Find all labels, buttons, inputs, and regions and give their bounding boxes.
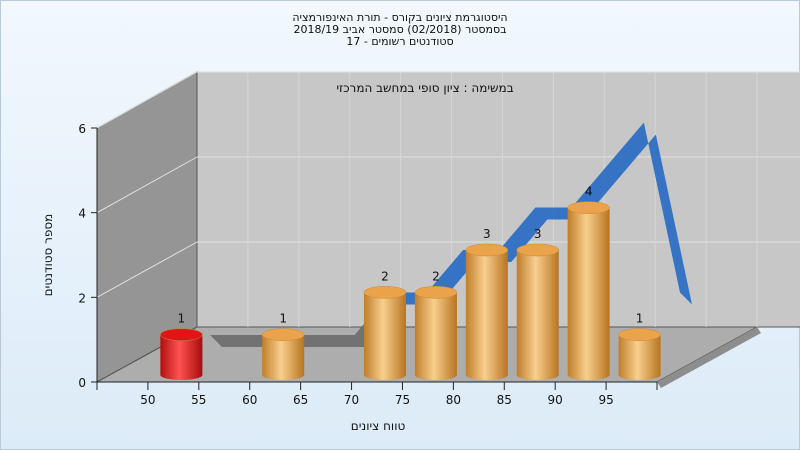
bar-body (465, 250, 508, 375)
trend-ribbon-gray (210, 292, 403, 347)
bar-base (567, 370, 610, 380)
chart-title-line-2: בסמסטר (02/2018) סמסטר אביב 2018/19 (293, 23, 507, 36)
x-tick-label: 60 (242, 393, 257, 407)
bar-top (618, 328, 661, 341)
x-tick-label: 65 (293, 393, 308, 407)
bar-value-label: 1 (178, 312, 186, 326)
bar-top (363, 286, 407, 299)
x-tick-label: 85 (497, 393, 512, 407)
bar-value-label: 1 (279, 312, 287, 326)
bar (516, 243, 559, 380)
bar (363, 286, 407, 380)
bar-body (364, 292, 406, 375)
bar-base (465, 370, 508, 380)
bar-base (516, 370, 559, 380)
y-tick-label: 6 (78, 122, 86, 136)
bar-base (618, 370, 661, 380)
bar-base (262, 370, 305, 380)
x-tick-label: 70 (344, 393, 359, 407)
bar-base (160, 370, 203, 380)
x-tick-label: 50 (140, 393, 155, 407)
bar-top (414, 286, 458, 299)
bar-value-label: 3 (483, 227, 491, 241)
floor-edge (657, 327, 761, 388)
bar-value-label: 2 (381, 269, 389, 283)
x-tick-label: 55 (191, 393, 206, 407)
bar-top (516, 243, 559, 257)
bar-value-label: 4 (585, 185, 593, 199)
gridline-side (96, 241, 198, 298)
y-tick-label: 2 (78, 291, 86, 305)
bar-value-label: 3 (534, 227, 542, 241)
bar-top (261, 328, 305, 341)
x-tick-label: 75 (395, 393, 410, 407)
bar (465, 243, 509, 380)
x-tick-label: 95 (598, 393, 613, 407)
bar-body (414, 292, 457, 375)
bar-body (618, 334, 661, 375)
bar (414, 286, 458, 380)
chart-subtitle: במשימה : ציון סופי במחשב המרכזי (336, 81, 513, 95)
bar (261, 328, 305, 380)
bar-base (414, 370, 457, 380)
bar-value-label: 1 (636, 312, 644, 326)
x-tick-label: 90 (548, 393, 563, 407)
y-tick-label: 0 (78, 376, 86, 390)
bar-body (567, 207, 610, 375)
bar (160, 328, 203, 380)
x-axis-title: טווח ציונים (351, 419, 406, 433)
x-tick-label: 80 (446, 393, 461, 407)
chart-title-line-1: היסטוגרמת ציונים בקורס - תורת האינפורמצי… (292, 11, 508, 24)
bar (618, 328, 661, 380)
bar-body (262, 334, 305, 375)
chart-title-line-3: סטודנטים רשומים - 17 (346, 35, 454, 48)
bar-base (364, 370, 406, 380)
y-axis-title: מספר סטודנטים (41, 214, 55, 297)
gridline-side (96, 71, 198, 129)
gridline-side (96, 156, 198, 214)
bar-top (465, 243, 509, 257)
bar (567, 201, 610, 380)
bar-top (567, 201, 610, 214)
bar-top (160, 328, 203, 341)
bar-body (516, 250, 559, 375)
bar-value-label: 2 (432, 269, 440, 283)
y-tick-label: 4 (78, 207, 86, 221)
bar-body (160, 334, 203, 375)
